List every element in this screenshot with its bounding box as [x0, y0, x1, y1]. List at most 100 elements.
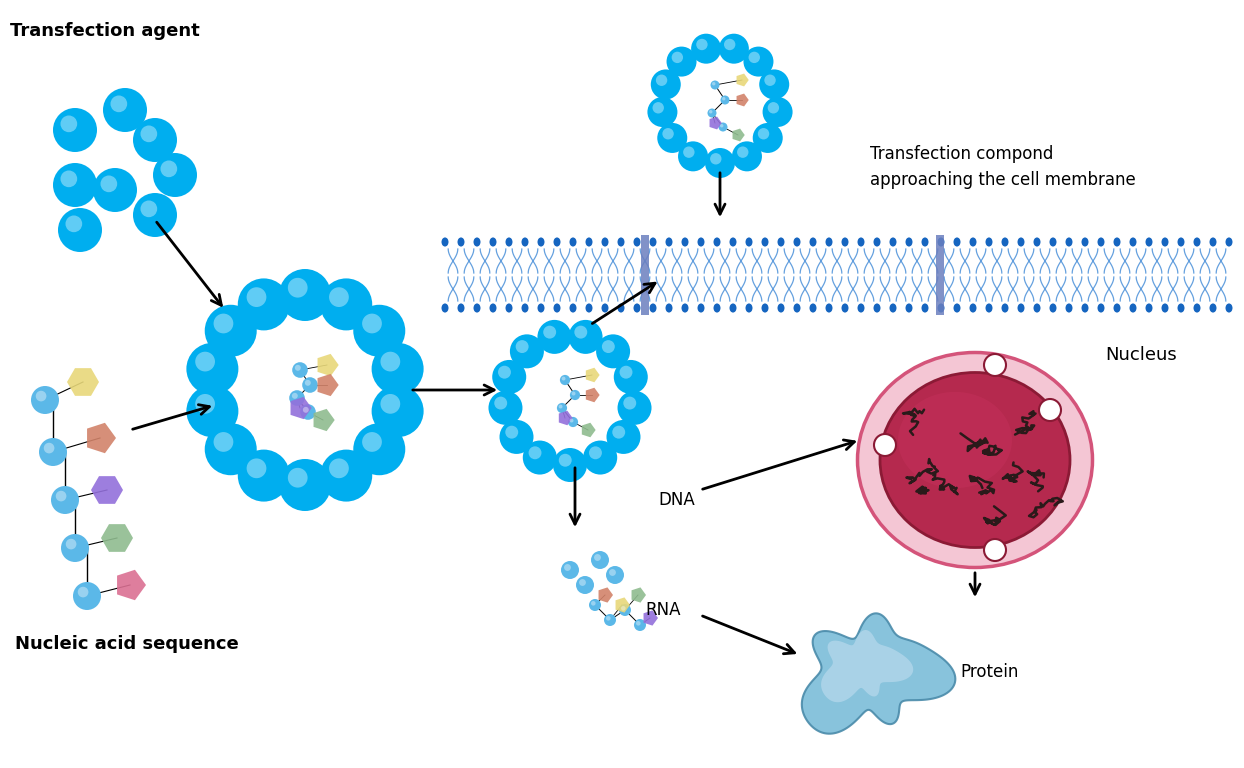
- Ellipse shape: [666, 237, 673, 247]
- Ellipse shape: [794, 303, 800, 313]
- Ellipse shape: [1034, 303, 1040, 313]
- Circle shape: [302, 407, 309, 412]
- Circle shape: [51, 486, 80, 514]
- Circle shape: [66, 216, 82, 232]
- Ellipse shape: [1225, 237, 1233, 247]
- Circle shape: [678, 141, 708, 171]
- Ellipse shape: [1209, 303, 1217, 313]
- Polygon shape: [586, 388, 600, 402]
- Ellipse shape: [1209, 237, 1217, 247]
- Ellipse shape: [1050, 303, 1056, 313]
- Circle shape: [653, 102, 664, 114]
- Circle shape: [205, 305, 256, 357]
- Circle shape: [620, 604, 631, 616]
- Circle shape: [510, 334, 544, 369]
- Ellipse shape: [586, 303, 592, 313]
- Polygon shape: [736, 94, 749, 107]
- Ellipse shape: [1113, 237, 1121, 247]
- Ellipse shape: [922, 237, 928, 247]
- Ellipse shape: [458, 237, 464, 247]
- Polygon shape: [291, 397, 312, 419]
- Circle shape: [238, 279, 290, 330]
- Circle shape: [160, 161, 177, 177]
- Circle shape: [205, 423, 256, 475]
- Ellipse shape: [1225, 303, 1233, 313]
- Ellipse shape: [1097, 237, 1105, 247]
- Circle shape: [101, 175, 117, 192]
- Circle shape: [620, 366, 632, 379]
- Circle shape: [320, 279, 372, 330]
- Circle shape: [39, 438, 67, 466]
- Circle shape: [493, 360, 526, 394]
- Circle shape: [708, 108, 717, 118]
- Circle shape: [372, 385, 424, 437]
- Text: Nucleus: Nucleus: [1105, 346, 1177, 364]
- Ellipse shape: [442, 237, 449, 247]
- Circle shape: [505, 425, 519, 439]
- Polygon shape: [582, 422, 596, 437]
- Circle shape: [353, 423, 406, 475]
- Ellipse shape: [1113, 303, 1121, 313]
- Circle shape: [596, 334, 631, 369]
- Circle shape: [572, 392, 576, 396]
- Circle shape: [292, 362, 307, 378]
- Bar: [641, 235, 649, 315]
- Circle shape: [214, 313, 234, 333]
- Circle shape: [984, 539, 1006, 561]
- Circle shape: [749, 51, 760, 63]
- Ellipse shape: [505, 237, 513, 247]
- Circle shape: [570, 419, 573, 422]
- Circle shape: [561, 376, 566, 380]
- Ellipse shape: [857, 237, 865, 247]
- Circle shape: [736, 147, 749, 158]
- Ellipse shape: [969, 237, 977, 247]
- Text: Transfection compond
approaching the cell membrane: Transfection compond approaching the cel…: [870, 145, 1136, 190]
- Circle shape: [617, 391, 652, 425]
- Ellipse shape: [698, 303, 704, 313]
- Circle shape: [500, 420, 534, 454]
- Circle shape: [195, 352, 215, 372]
- Circle shape: [647, 97, 678, 127]
- Ellipse shape: [745, 237, 753, 247]
- Circle shape: [111, 95, 127, 112]
- Circle shape: [554, 448, 587, 482]
- Circle shape: [605, 614, 616, 626]
- Circle shape: [569, 417, 578, 427]
- Ellipse shape: [778, 303, 785, 313]
- Circle shape: [133, 118, 177, 162]
- Circle shape: [362, 313, 382, 333]
- Circle shape: [56, 491, 66, 502]
- Circle shape: [187, 343, 239, 395]
- Circle shape: [195, 394, 215, 414]
- Circle shape: [53, 163, 97, 207]
- Circle shape: [559, 454, 572, 467]
- Circle shape: [607, 420, 641, 454]
- Circle shape: [78, 587, 88, 598]
- Circle shape: [606, 566, 624, 584]
- Ellipse shape: [1178, 237, 1184, 247]
- Ellipse shape: [953, 303, 960, 313]
- Polygon shape: [802, 614, 955, 733]
- Circle shape: [103, 88, 147, 132]
- Circle shape: [238, 449, 290, 502]
- Polygon shape: [632, 588, 646, 603]
- Ellipse shape: [1018, 303, 1025, 313]
- Ellipse shape: [1146, 303, 1152, 313]
- Circle shape: [634, 619, 646, 631]
- Circle shape: [606, 616, 611, 621]
- Ellipse shape: [649, 303, 657, 313]
- Circle shape: [720, 95, 729, 104]
- Ellipse shape: [602, 303, 608, 313]
- Ellipse shape: [889, 303, 897, 313]
- Ellipse shape: [857, 303, 865, 313]
- Circle shape: [576, 576, 593, 594]
- Circle shape: [305, 380, 311, 386]
- Circle shape: [93, 168, 137, 212]
- Circle shape: [758, 128, 769, 140]
- Ellipse shape: [1034, 237, 1040, 247]
- Circle shape: [602, 340, 615, 353]
- Ellipse shape: [1146, 237, 1152, 247]
- Circle shape: [381, 352, 401, 372]
- Circle shape: [372, 343, 424, 395]
- Ellipse shape: [898, 392, 1013, 488]
